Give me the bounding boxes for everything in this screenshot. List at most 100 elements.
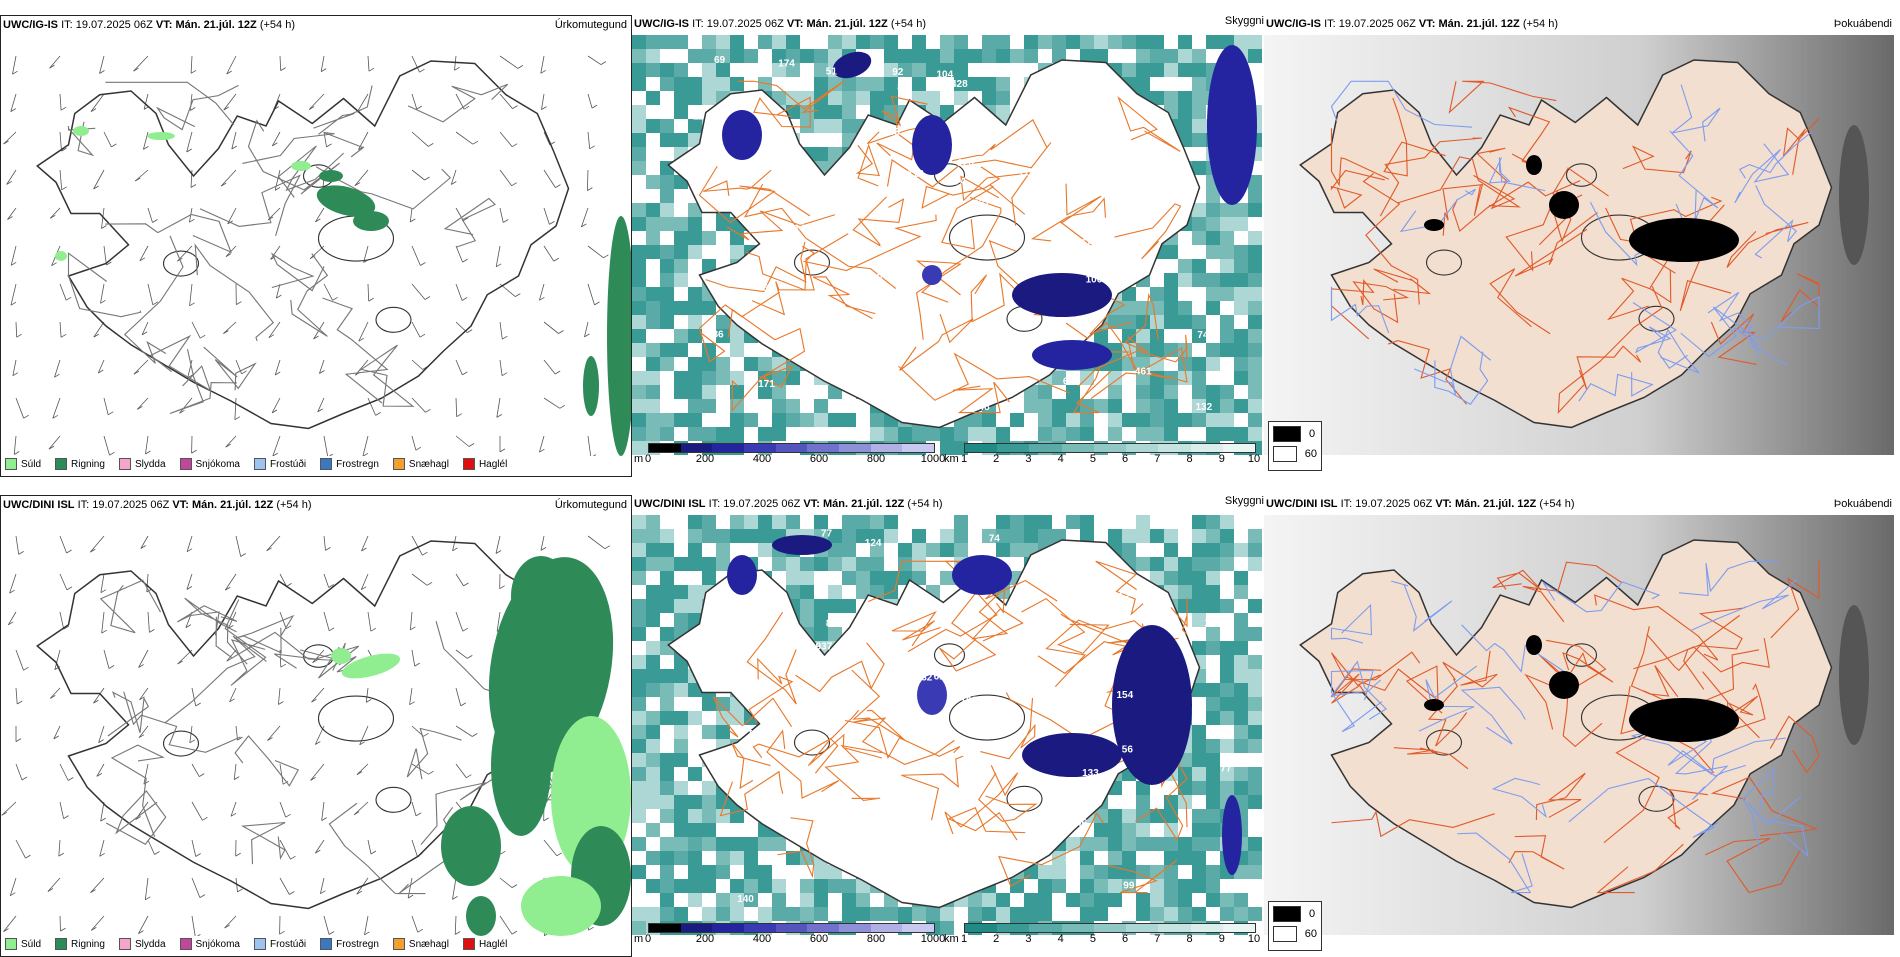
legend-label: Frostregn (336, 939, 379, 950)
scale-tick: 7 (1154, 453, 1160, 465)
visibility-value-label: 52 (1119, 592, 1131, 603)
scale-tick: 6 (1122, 453, 1128, 465)
visibility-value-label: 74 (1197, 330, 1209, 341)
visibility-panel-top: UWC/IG-IS IT: 19.07.2025 06Z VT: Mán. 21… (632, 15, 1264, 477)
wind-barbs (4, 56, 609, 456)
visibility-value-label: 92 (892, 67, 904, 78)
panel-header: UWC/DINI ISL IT: 19.07.2025 06Z VT: Mán.… (1266, 498, 1575, 510)
legend-label: Frostúði (270, 939, 306, 950)
scale-tick: 10 (1248, 453, 1260, 465)
visibility-value-label: 86 (713, 330, 725, 341)
precip-legend-item: Súld (5, 458, 41, 470)
panel-header: UWC/DINI ISL IT: 19.07.2025 06Z VT: Mán.… (634, 498, 943, 510)
scale-tick: 400 (753, 453, 771, 465)
fog-map (1264, 515, 1894, 935)
panel-header: UWC/IG-IS IT: 19.07.2025 06Z VT: Mán. 21… (634, 18, 926, 30)
scale-tick: 1 (961, 933, 967, 945)
scale-tick: 2 (993, 933, 999, 945)
scale-tick: 0 (645, 453, 651, 465)
fog-map (1264, 35, 1894, 455)
scale-tick: 1000 (921, 933, 945, 945)
legend-label: Súld (21, 939, 41, 950)
visibility-value-label: 337 (973, 199, 990, 210)
visibility-value-label: 171 (758, 379, 775, 390)
precip-legend-item: Haglél (463, 938, 507, 950)
visibility-value-label: 99 (1123, 881, 1135, 892)
scale-tick: 1 (961, 453, 967, 465)
legend-swatch (180, 458, 192, 470)
scale-tick: 3 (1025, 453, 1031, 465)
panel-title: Þokuábendi (1834, 498, 1892, 510)
legend-swatch (119, 458, 131, 470)
scale-tick: 1000 (921, 453, 945, 465)
legend-swatch (393, 938, 405, 950)
scale-tick: 600 (810, 933, 828, 945)
legend-label: Frostúði (270, 459, 306, 470)
legend-label: Slydda (135, 459, 166, 470)
visibility-value-label: 53 (877, 271, 889, 282)
precip-legend-item: Slydda (119, 458, 166, 470)
scale-tick: 3 (1025, 933, 1031, 945)
fog-panel-top: UWC/IG-IS IT: 19.07.2025 06Z VT: Mán. 21… (1264, 15, 1896, 477)
precip-legend-item: Snæhagl (393, 938, 449, 950)
panel-title: Úrkomutegund (555, 19, 627, 31)
visibility-value-label: 937 (816, 642, 833, 653)
visibility-value-label: 69 (714, 55, 726, 66)
legend-swatch (254, 458, 266, 470)
precip-map (1, 36, 631, 456)
precip-legend-item: Rigning (55, 938, 105, 950)
scale-tick: 8 (1186, 453, 1192, 465)
legend-label: Snjókoma (196, 939, 240, 950)
scale-tick: 9 (1219, 933, 1225, 945)
scale-tick: 0 (645, 933, 651, 945)
scale-unit: km (944, 933, 959, 945)
legend-swatch (5, 458, 17, 470)
visibility-value-label: 77 (821, 528, 833, 539)
precip-legend-item: Snjókoma (180, 938, 240, 950)
visibility-value-label: 11 (693, 111, 704, 122)
scale-tick: 5 (1090, 453, 1096, 465)
visibility-value-label: 61 (934, 672, 946, 683)
scale-tick: 200 (696, 933, 714, 945)
visibility-value-label: 77 (1220, 764, 1232, 775)
fog-legend: 0 60 (1268, 901, 1322, 951)
legend-label: Slydda (135, 939, 166, 950)
fog-legend: 0 60 (1268, 421, 1322, 471)
legend-swatch (463, 938, 475, 950)
visibility-value-label: 124 (865, 538, 882, 549)
panel-header: UWC/IG-IS IT: 19.07.2025 06Z VT: Mán. 21… (3, 19, 295, 31)
scale-tick: 7 (1154, 933, 1160, 945)
legend-swatch (119, 938, 131, 950)
visibility-value-label: 118 (908, 169, 925, 180)
scale-tick: 4 (1058, 933, 1064, 945)
scale-tick: 6 (1122, 933, 1128, 945)
legend-swatch (320, 458, 332, 470)
visibility-value-label: 154 (1117, 690, 1134, 701)
precip-legend-item: Súld (5, 938, 41, 950)
precip-legend-item: Frostregn (320, 938, 379, 950)
visibility-value-label: 114 (789, 224, 806, 235)
iceland-outline (37, 61, 568, 429)
visibility-value-label: 246 (1034, 332, 1051, 343)
scale-tick: 10 (1248, 933, 1260, 945)
visibility-value-label: 86 (1032, 562, 1044, 573)
scale-tick: 9 (1219, 453, 1225, 465)
precip-legend-item: Frostregn (320, 458, 379, 470)
visibility-value-label: 88 (897, 83, 909, 94)
visibility-value-label: 94 (1065, 857, 1077, 868)
visibility-value-label: 106 (960, 695, 977, 706)
visibility-value-label: 143 (873, 243, 890, 254)
scale-tick: 200 (696, 453, 714, 465)
panel-title: Þokuábendi (1834, 18, 1892, 30)
visibility-value-label: 87 (988, 318, 1000, 329)
legend-label: Haglél (479, 459, 507, 470)
visibility-value-label: 65 (1011, 658, 1023, 669)
precip-legend-item: Frostúði (254, 458, 306, 470)
visibility-value-label: 72 (1031, 169, 1043, 180)
precip-map (1, 516, 631, 936)
legend-label: Rigning (71, 459, 105, 470)
visibility-value-label: 132 (916, 673, 933, 684)
